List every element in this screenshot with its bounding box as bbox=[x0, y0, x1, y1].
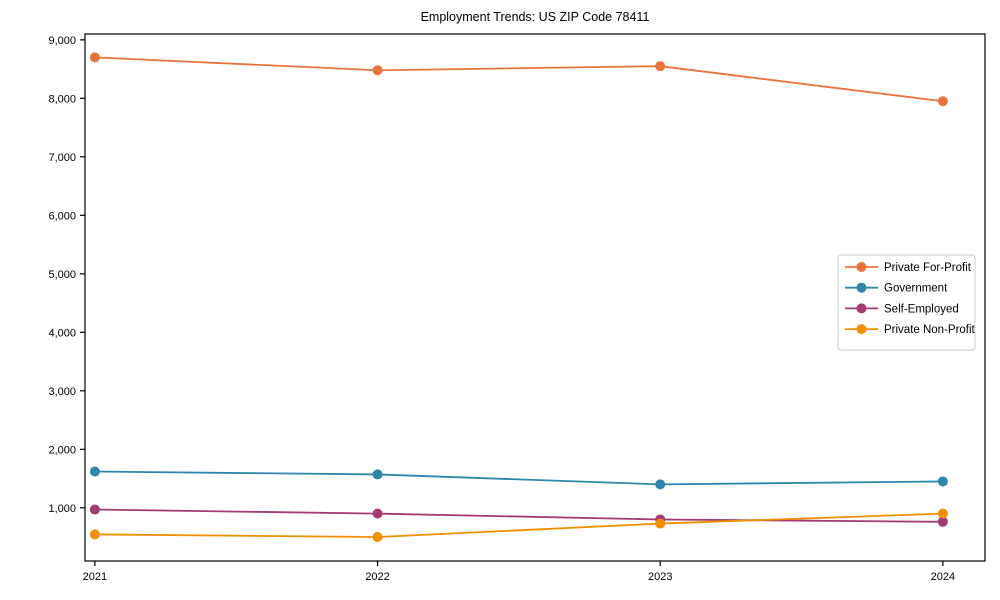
data-point-marker bbox=[937, 96, 948, 107]
legend-marker bbox=[856, 282, 867, 293]
y-axis-tick-label: 4,000 bbox=[48, 327, 76, 339]
legend-box bbox=[837, 254, 976, 351]
y-axis-tick-label: 9,000 bbox=[48, 35, 76, 47]
y-axis-tick-label: 7,000 bbox=[48, 152, 76, 164]
data-point-marker bbox=[937, 476, 948, 487]
data-point-marker bbox=[89, 529, 100, 540]
legend-marker bbox=[856, 303, 867, 314]
data-point-marker bbox=[89, 466, 100, 477]
legend-marker bbox=[856, 262, 867, 272]
legend-label: Private Non-Profit bbox=[884, 324, 976, 336]
y-axis-tick-label: 3,000 bbox=[48, 386, 76, 398]
data-point-marker bbox=[655, 61, 666, 72]
series-line-private-non-profit bbox=[94, 512, 943, 538]
x-axis-tick-label: 2021 bbox=[83, 571, 107, 583]
x-axis-tick-label: 2024 bbox=[931, 571, 955, 583]
legend-marker bbox=[856, 324, 867, 335]
data-point-marker bbox=[372, 532, 383, 543]
y-axis-tick-label: 1,000 bbox=[48, 503, 76, 515]
plot-border bbox=[84, 33, 986, 562]
y-axis-tick-label: 6,000 bbox=[48, 210, 76, 222]
series-line-private-for-profit bbox=[94, 56, 943, 103]
legend-label: Self-Employed bbox=[884, 303, 959, 315]
data-point-marker bbox=[372, 508, 383, 519]
data-point-marker bbox=[655, 479, 666, 490]
y-axis-tick-label: 8,000 bbox=[48, 93, 76, 105]
data-point-marker bbox=[937, 508, 948, 519]
chart-title: Employment Trends: US ZIP Code 78411 bbox=[420, 10, 650, 24]
y-axis-tick-label: 2,000 bbox=[48, 444, 76, 456]
data-point-marker bbox=[655, 518, 666, 529]
data-point-marker bbox=[372, 469, 383, 480]
legend-label: Private For-Profit bbox=[884, 262, 972, 274]
data-point-marker bbox=[937, 516, 948, 527]
data-point-marker bbox=[372, 65, 383, 76]
y-axis-tick-label: 5,000 bbox=[48, 269, 76, 281]
legend-label: Government bbox=[884, 283, 948, 295]
data-point-marker bbox=[89, 504, 100, 515]
x-axis-tick-label: 2022 bbox=[365, 571, 389, 583]
series-line-self-employed bbox=[94, 508, 943, 523]
series-line-government bbox=[94, 470, 943, 486]
x-axis-tick-label: 2023 bbox=[648, 571, 672, 583]
data-point-marker bbox=[89, 52, 100, 63]
